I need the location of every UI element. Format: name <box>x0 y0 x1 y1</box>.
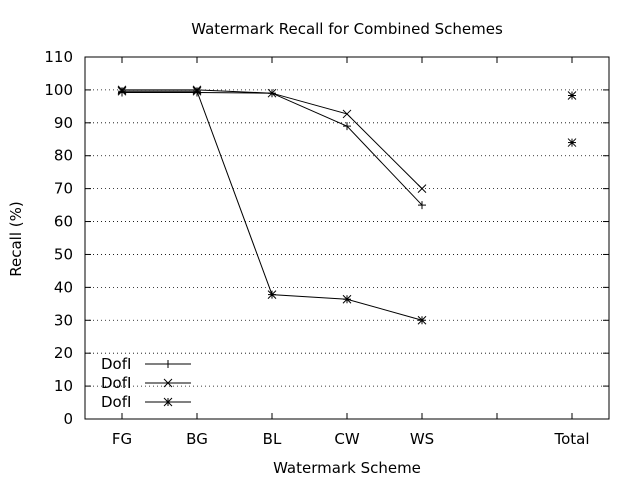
y-tick-label: 10 <box>54 377 73 395</box>
total-point <box>567 138 577 147</box>
y-tick-label: 50 <box>54 245 73 263</box>
axis-ticks: 0 10 20 30 40 50 60 70 80 90 100 110 FG BG BL CW WS Total <box>44 48 609 448</box>
y-tick-label: 0 <box>63 410 73 428</box>
x-tick-label: BL <box>263 430 282 448</box>
series-1-point <box>343 122 351 131</box>
legend-label: DofI <box>101 374 131 392</box>
y-tick-label: 30 <box>54 311 73 329</box>
x-tick-label: BG <box>186 430 208 448</box>
series-3-point <box>417 315 427 325</box>
x-axis-label: Watermark Scheme <box>273 459 421 477</box>
y-tick-label: 80 <box>54 147 73 165</box>
series-3-point <box>192 86 202 96</box>
x-tick-label: CW <box>334 430 359 448</box>
series-line-2 <box>122 89 423 189</box>
series-line-3 <box>122 90 423 321</box>
legend-marker <box>163 397 173 407</box>
plot-frame <box>84 56 610 420</box>
series-1-point <box>418 201 426 210</box>
series-3-point <box>342 294 352 304</box>
y-tick-label: 20 <box>54 344 73 362</box>
chart-title: Watermark Recall for Combined Schemes <box>191 20 503 38</box>
x-tick-label: Total <box>553 430 589 448</box>
series-3-point <box>267 290 277 299</box>
series-2-point <box>417 184 427 193</box>
series-line-1 <box>122 92 423 206</box>
y-axis-label: Recall (%) <box>7 201 25 276</box>
series-2-point <box>267 88 277 98</box>
x-tick-label: WS <box>410 430 434 448</box>
y-tick-label: 110 <box>44 48 73 66</box>
legend-label: DofI <box>101 355 131 373</box>
y-tick-label: 40 <box>54 278 73 296</box>
legend-marker <box>164 360 172 368</box>
x-tick-label: FG <box>112 430 132 448</box>
grid-lines <box>85 89 609 387</box>
y-tick-label: 60 <box>54 213 73 231</box>
total-point <box>567 91 577 100</box>
legend-label: DofI <box>101 393 131 411</box>
y-tick-label: 70 <box>54 180 73 198</box>
legend-marker <box>163 378 173 388</box>
y-tick-label: 100 <box>44 81 73 99</box>
series-2-point <box>342 109 352 119</box>
series-3-point <box>117 86 127 96</box>
y-tick-label: 90 <box>54 114 73 132</box>
series-layer <box>117 85 577 325</box>
